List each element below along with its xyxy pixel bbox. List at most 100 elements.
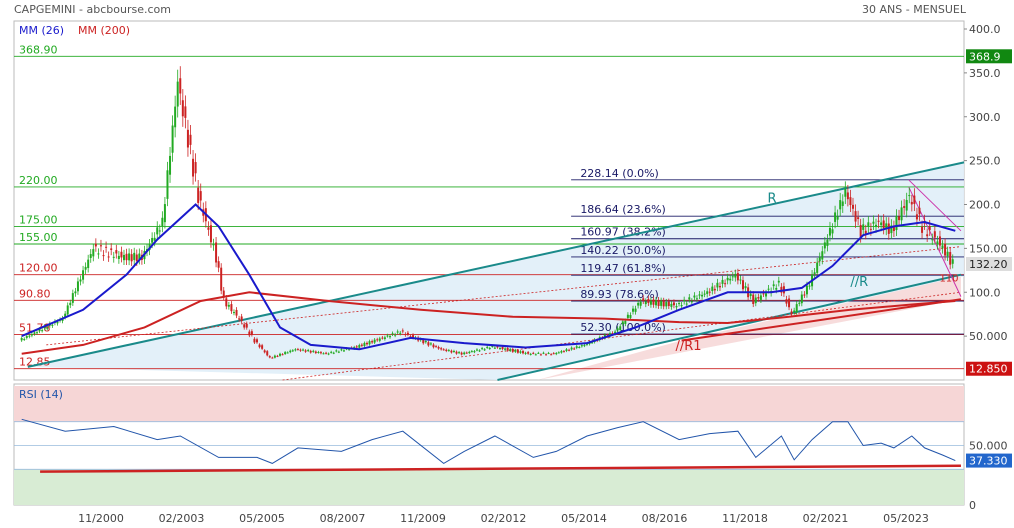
price-candle <box>624 320 627 324</box>
price-candle <box>616 328 619 331</box>
price-candle <box>465 352 468 354</box>
price-candle <box>440 348 443 350</box>
price-candle <box>94 243 97 247</box>
price-candle <box>690 301 693 303</box>
price-candle <box>506 347 509 351</box>
price-candle <box>637 302 640 306</box>
price-candle <box>71 293 74 303</box>
price-candle <box>647 298 650 303</box>
price-candle <box>401 330 404 332</box>
price-candle <box>726 277 729 281</box>
price-candle <box>317 351 320 353</box>
price-candle <box>117 255 120 259</box>
price-candle <box>706 291 709 294</box>
price-candle <box>473 351 476 353</box>
price-candle <box>184 106 187 118</box>
price-candle <box>619 326 622 331</box>
mm26-line <box>21 203 956 351</box>
price-candle <box>795 304 798 313</box>
price-candle <box>493 347 496 349</box>
price-candle <box>294 349 297 351</box>
price-candle <box>675 306 678 308</box>
price-candle <box>337 351 340 353</box>
price-candle <box>875 224 878 227</box>
price-candle <box>243 324 246 328</box>
price-candle <box>580 345 583 347</box>
price-candle <box>524 352 527 354</box>
price-candle <box>330 351 333 353</box>
price-candle <box>685 303 688 305</box>
price-candle <box>670 303 673 307</box>
price-candle <box>933 231 936 238</box>
price-candle <box>724 283 727 285</box>
price-candle <box>527 352 530 354</box>
x-tick-label: 11/2000 <box>78 512 124 525</box>
price-candle <box>578 347 581 349</box>
price-candle <box>662 300 665 307</box>
x-tick-label: 11/2018 <box>722 512 768 525</box>
price-candle <box>660 300 663 306</box>
price-candle <box>570 347 573 350</box>
price-candle <box>739 279 742 281</box>
price-ytick-label: 50.000 <box>969 330 1008 343</box>
price-candle <box>46 327 49 329</box>
fib-label: 140.22 (50.0%) <box>580 244 666 257</box>
rsi-support-line <box>40 464 961 473</box>
price-candle <box>342 350 345 352</box>
x-tick-label: 05/2005 <box>239 512 285 525</box>
price-candle <box>266 351 269 356</box>
price-candle <box>151 237 154 243</box>
price-candle <box>386 335 389 337</box>
price-candle <box>194 162 197 174</box>
price-candle <box>383 337 386 340</box>
price-candle <box>552 353 555 355</box>
horizontal-level-label: 51.78 <box>19 322 51 335</box>
horizontal-level-label: 155.00 <box>19 231 58 244</box>
price-candle <box>821 251 824 260</box>
price-candle <box>25 335 28 338</box>
x-tick-label: 11/2009 <box>400 512 446 525</box>
price-candle <box>921 226 924 233</box>
price-candle <box>655 300 658 306</box>
price-candle <box>890 225 893 234</box>
price-candle <box>258 344 261 348</box>
price-candle <box>529 353 532 355</box>
price-candle <box>846 192 849 200</box>
price-candle <box>780 286 783 293</box>
price-candle <box>805 285 808 295</box>
price-candle <box>64 313 67 317</box>
price-candle <box>775 287 778 290</box>
price-candle <box>895 215 898 231</box>
price-candle <box>803 294 806 296</box>
price-candle <box>245 323 248 328</box>
fib-label: 160.97 (38.2%) <box>580 226 666 239</box>
price-candle <box>900 207 903 221</box>
price-candle <box>302 349 305 351</box>
price-candle <box>644 301 647 305</box>
price-candle <box>470 351 473 353</box>
price-candle <box>41 330 44 332</box>
rsi-ytick-label: 50.000 <box>969 440 1008 453</box>
price-candle <box>741 280 744 290</box>
price-candle <box>130 254 133 262</box>
price-candle <box>841 201 844 206</box>
price-candle <box>678 303 681 305</box>
price-candle <box>885 223 888 230</box>
price-candle <box>877 220 880 222</box>
price-candle <box>340 349 343 351</box>
price-candle <box>66 305 69 315</box>
price-candle <box>79 279 82 282</box>
horizontal-level-label: 120.00 <box>19 262 58 275</box>
price-candle <box>442 349 445 351</box>
price-candle <box>363 342 366 347</box>
price-candle <box>135 254 138 262</box>
price-candle <box>649 300 652 305</box>
price-candle <box>360 344 363 346</box>
horizontal-level-label: 220.00 <box>19 174 58 187</box>
price-candle <box>422 339 425 344</box>
price-candle <box>87 259 90 269</box>
price-candle <box>854 211 857 222</box>
price-candle <box>391 333 394 335</box>
price-candle <box>335 350 338 352</box>
price-candle <box>327 353 330 355</box>
